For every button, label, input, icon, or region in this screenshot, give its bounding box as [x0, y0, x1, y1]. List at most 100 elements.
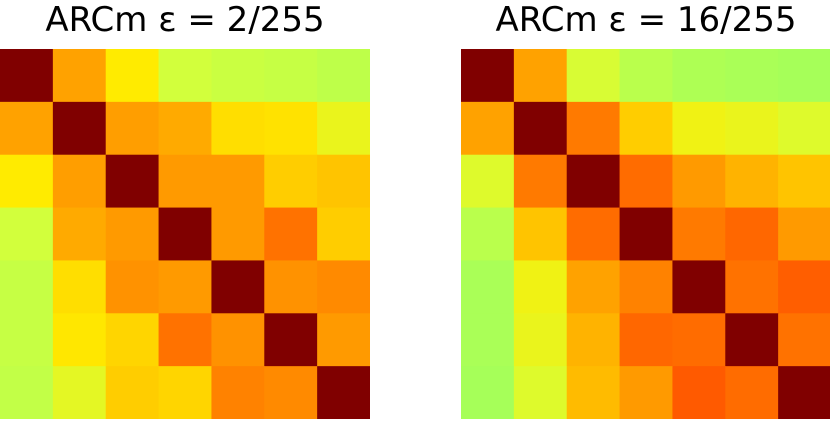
heatmap-cell-r1-c5 — [264, 101, 318, 156]
heatmap-cell-r4-c5 — [264, 260, 318, 314]
epsilon-symbol-right: ε — [608, 0, 627, 40]
heatmap-cell-r2-c5 — [725, 154, 779, 209]
heatmap-cell-r6-c2 — [105, 366, 160, 419]
heatmap-cell-r5-c2 — [105, 313, 160, 367]
heatmap-cell-r3-c6 — [317, 207, 370, 261]
heatmap-cell-r0-c0 — [0, 49, 54, 103]
heatmap-cell-r6-c4 — [211, 366, 265, 419]
heatmap-cell-r4-c0 — [0, 260, 54, 314]
heatmap-cell-r5-c1 — [513, 313, 568, 367]
heatmap-cell-r3-c0 — [0, 207, 54, 261]
heatmap-cell-r0-c5 — [725, 49, 779, 103]
heatmap-cell-r5-c0 — [0, 313, 54, 367]
heatmap-cell-r1-c6 — [778, 101, 830, 156]
heatmap-cell-r3-c6 — [778, 207, 830, 261]
heatmap-cell-r1-c0 — [0, 101, 54, 156]
heatmap-cell-r0-c3 — [619, 49, 673, 103]
heatmap-cell-r6-c4 — [672, 366, 726, 419]
heatmap-cell-r0-c2 — [105, 49, 160, 103]
title-prefix-left: ARCm — [45, 0, 159, 40]
heatmap-cell-r5-c3 — [158, 313, 212, 367]
heatmap-cell-r5-c6 — [317, 313, 370, 367]
heatmap-cell-r4-c5 — [725, 260, 779, 314]
chart-title-left: ARCm ε = 2/255 — [0, 0, 390, 40]
heatmap-cell-r5-c5 — [725, 313, 779, 367]
heatmap-cell-r2-c3 — [619, 154, 673, 209]
heatmap-cell-r3-c3 — [158, 207, 212, 261]
heatmap-cell-r1-c5 — [725, 101, 779, 156]
heatmap-panel-left: ARCm ε = 2/255 — [0, 0, 370, 422]
heatmap-panel-right: ARCm ε = 16/255 — [461, 0, 830, 422]
title-prefix-right: ARCm — [495, 0, 609, 40]
heatmap-cell-r2-c6 — [317, 154, 370, 209]
heatmap-cell-r3-c1 — [52, 207, 107, 261]
heatmap-cell-r6-c1 — [513, 366, 568, 419]
heatmap-cell-r4-c4 — [672, 260, 726, 314]
heatmap-cell-r6-c3 — [158, 366, 212, 419]
heatmap-cell-r0-c6 — [317, 49, 370, 103]
heatmap-cell-r3-c4 — [672, 207, 726, 261]
title-suffix-left: = 2/255 — [176, 0, 325, 40]
heatmap-cell-r4-c6 — [317, 260, 370, 314]
heatmap-cell-r5-c4 — [211, 313, 265, 367]
heatmap-cell-r1-c0 — [461, 101, 515, 156]
title-suffix-right: = 16/255 — [626, 0, 797, 40]
heatmap-cell-r6-c2 — [566, 366, 621, 419]
heatmap-cell-r1-c2 — [566, 101, 621, 156]
heatmap-cell-r0-c4 — [211, 49, 265, 103]
heatmap-cell-r2-c3 — [158, 154, 212, 209]
heatmap-cell-r5-c4 — [672, 313, 726, 367]
heatmap-cell-r0-c1 — [513, 49, 568, 103]
heatmap-cell-r1-c3 — [619, 101, 673, 156]
heatmap-cell-r0-c0 — [461, 49, 515, 103]
heatmap-cell-r4-c4 — [211, 260, 265, 314]
heatmap-cell-r4-c2 — [105, 260, 160, 314]
heatmap-cell-r2-c1 — [52, 154, 107, 209]
heatmap-cell-r1-c1 — [513, 101, 568, 156]
heatmap-cell-r5-c2 — [566, 313, 621, 367]
heatmap-cell-r3-c3 — [619, 207, 673, 261]
heatmap-cell-r6-c5 — [725, 366, 779, 419]
heatmap-cell-r5-c5 — [264, 313, 318, 367]
heatmap-cell-r1-c1 — [52, 101, 107, 156]
heatmap-cell-r2-c2 — [105, 154, 160, 209]
heatmap-cell-r6-c6 — [778, 366, 830, 419]
heatmap-cell-r3-c1 — [513, 207, 568, 261]
heatmap-cell-r3-c4 — [211, 207, 265, 261]
heatmap-cell-r5-c6 — [778, 313, 830, 367]
heatmap-cell-r5-c0 — [461, 313, 515, 367]
heatmap-cell-r2-c0 — [461, 154, 515, 209]
heatmap-cell-r0-c5 — [264, 49, 318, 103]
heatmap-cell-r2-c0 — [0, 154, 54, 209]
heatmap-cell-r6-c5 — [264, 366, 318, 419]
heatmap-cell-r6-c6 — [317, 366, 370, 419]
heatmap-right — [461, 49, 830, 419]
heatmap-cell-r3-c5 — [264, 207, 318, 261]
heatmap-cell-r6-c3 — [619, 366, 673, 419]
heatmap-cell-r5-c3 — [619, 313, 673, 367]
heatmap-cell-r4-c3 — [158, 260, 212, 314]
heatmap-cell-r0-c1 — [52, 49, 107, 103]
heatmap-cell-r1-c4 — [211, 101, 265, 156]
epsilon-symbol-left: ε — [158, 0, 177, 40]
heatmap-cell-r4-c1 — [513, 260, 568, 314]
heatmap-cell-r4-c1 — [52, 260, 107, 314]
heatmap-cell-r5-c1 — [52, 313, 107, 367]
heatmap-cell-r3-c0 — [461, 207, 515, 261]
heatmap-cell-r4-c0 — [461, 260, 515, 314]
heatmap-cell-r6-c1 — [52, 366, 107, 419]
heatmap-cell-r1-c6 — [317, 101, 370, 156]
heatmap-cell-r4-c2 — [566, 260, 621, 314]
heatmap-cell-r0-c6 — [778, 49, 830, 103]
heatmap-cell-r6-c0 — [461, 366, 515, 419]
heatmap-cell-r2-c2 — [566, 154, 621, 209]
heatmap-cell-r3-c2 — [566, 207, 621, 261]
heatmap-cell-r3-c2 — [105, 207, 160, 261]
heatmap-cell-r3-c5 — [725, 207, 779, 261]
heatmap-cell-r0-c4 — [672, 49, 726, 103]
heatmap-cell-r2-c4 — [211, 154, 265, 209]
heatmap-cell-r1-c4 — [672, 101, 726, 156]
heatmap-left — [0, 49, 370, 419]
heatmap-cell-r1-c3 — [158, 101, 212, 156]
chart-title-right: ARCm ε = 16/255 — [441, 0, 830, 40]
